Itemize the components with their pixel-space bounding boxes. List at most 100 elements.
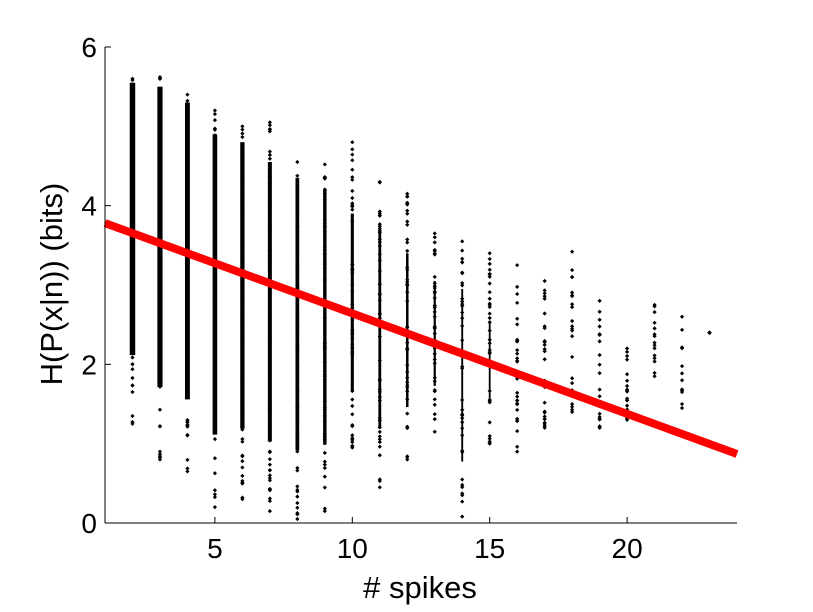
data-point [157, 262, 163, 267]
data-point [624, 346, 630, 351]
data-point [570, 294, 575, 299]
data-point [130, 187, 135, 192]
data-point [240, 312, 245, 317]
data-point [322, 437, 327, 442]
data-point [350, 403, 355, 409]
data-point [322, 162, 327, 167]
data-point [350, 423, 355, 428]
data-point [624, 378, 630, 383]
data-point [487, 296, 492, 301]
data-point [185, 201, 190, 206]
data-point [542, 291, 547, 296]
data-point [350, 317, 355, 322]
data-point [157, 106, 163, 111]
data-point [212, 388, 218, 393]
data-point [267, 316, 272, 321]
data-point [487, 302, 492, 307]
data-point [432, 361, 437, 366]
data-point [597, 394, 602, 399]
data-point [157, 349, 163, 354]
data-point [405, 222, 410, 227]
data-point [267, 127, 272, 132]
data-point [267, 255, 272, 260]
data-point [432, 324, 437, 329]
data-point [487, 315, 492, 321]
data-point [350, 388, 355, 394]
data-point [377, 237, 382, 242]
data-point [652, 356, 657, 361]
data-point [432, 417, 437, 422]
data-point [405, 370, 410, 375]
data-point [322, 315, 327, 320]
data-point [212, 282, 218, 288]
point-column-x11 [377, 179, 382, 490]
point-column-x4 [184, 92, 190, 474]
data-point [185, 354, 190, 359]
data-point [185, 274, 190, 279]
data-point [130, 139, 135, 144]
data-point [405, 385, 410, 390]
data-point [130, 334, 135, 340]
point-column-x3 [157, 75, 163, 462]
data-point [377, 358, 382, 363]
data-point [432, 235, 437, 240]
data-point [185, 384, 190, 389]
point-column-x5 [212, 108, 218, 510]
data-point [212, 201, 218, 206]
data-point [295, 285, 300, 291]
data-point [405, 397, 410, 402]
data-point [157, 128, 163, 133]
data-point [212, 367, 218, 373]
data-point [212, 226, 218, 231]
data-point [432, 375, 437, 380]
data-point [460, 299, 465, 304]
data-point [350, 302, 355, 307]
data-point [377, 298, 382, 303]
data-point [212, 270, 218, 276]
data-point [350, 140, 355, 145]
data-point [377, 439, 382, 445]
data-point [157, 380, 163, 385]
point-column-x6 [240, 124, 245, 502]
data-point [460, 260, 465, 265]
data-point [157, 407, 163, 412]
data-point [460, 315, 465, 321]
data-point [652, 353, 657, 358]
data-point [130, 375, 135, 381]
data-point [240, 291, 245, 296]
data-point [267, 401, 272, 406]
data-point [405, 375, 410, 380]
data-point [377, 268, 382, 274]
data-point [570, 274, 575, 280]
data-point [515, 402, 520, 407]
data-point [212, 495, 218, 500]
data-point [487, 281, 492, 286]
data-point [295, 188, 300, 193]
data-point [130, 283, 135, 288]
data-point [295, 330, 300, 335]
data-point [295, 465, 300, 471]
data-point [240, 134, 245, 140]
data-point [679, 387, 685, 392]
data-point [377, 251, 382, 257]
data-point [212, 340, 218, 345]
data-point [624, 353, 630, 359]
data-point [185, 291, 190, 297]
data-point [157, 153, 163, 158]
data-point [515, 291, 520, 297]
data-point [267, 227, 272, 232]
data-point [185, 158, 190, 163]
data-point [185, 344, 190, 349]
data-point [130, 289, 135, 295]
data-point [130, 129, 135, 134]
data-point [240, 278, 245, 283]
data-point [322, 462, 327, 467]
data-point [460, 482, 465, 488]
data-point [130, 191, 135, 196]
data-point [515, 356, 520, 361]
data-point [515, 398, 520, 403]
data-point [405, 299, 410, 304]
data-point [405, 283, 410, 288]
data-point [157, 212, 163, 217]
data-point [185, 335, 190, 340]
